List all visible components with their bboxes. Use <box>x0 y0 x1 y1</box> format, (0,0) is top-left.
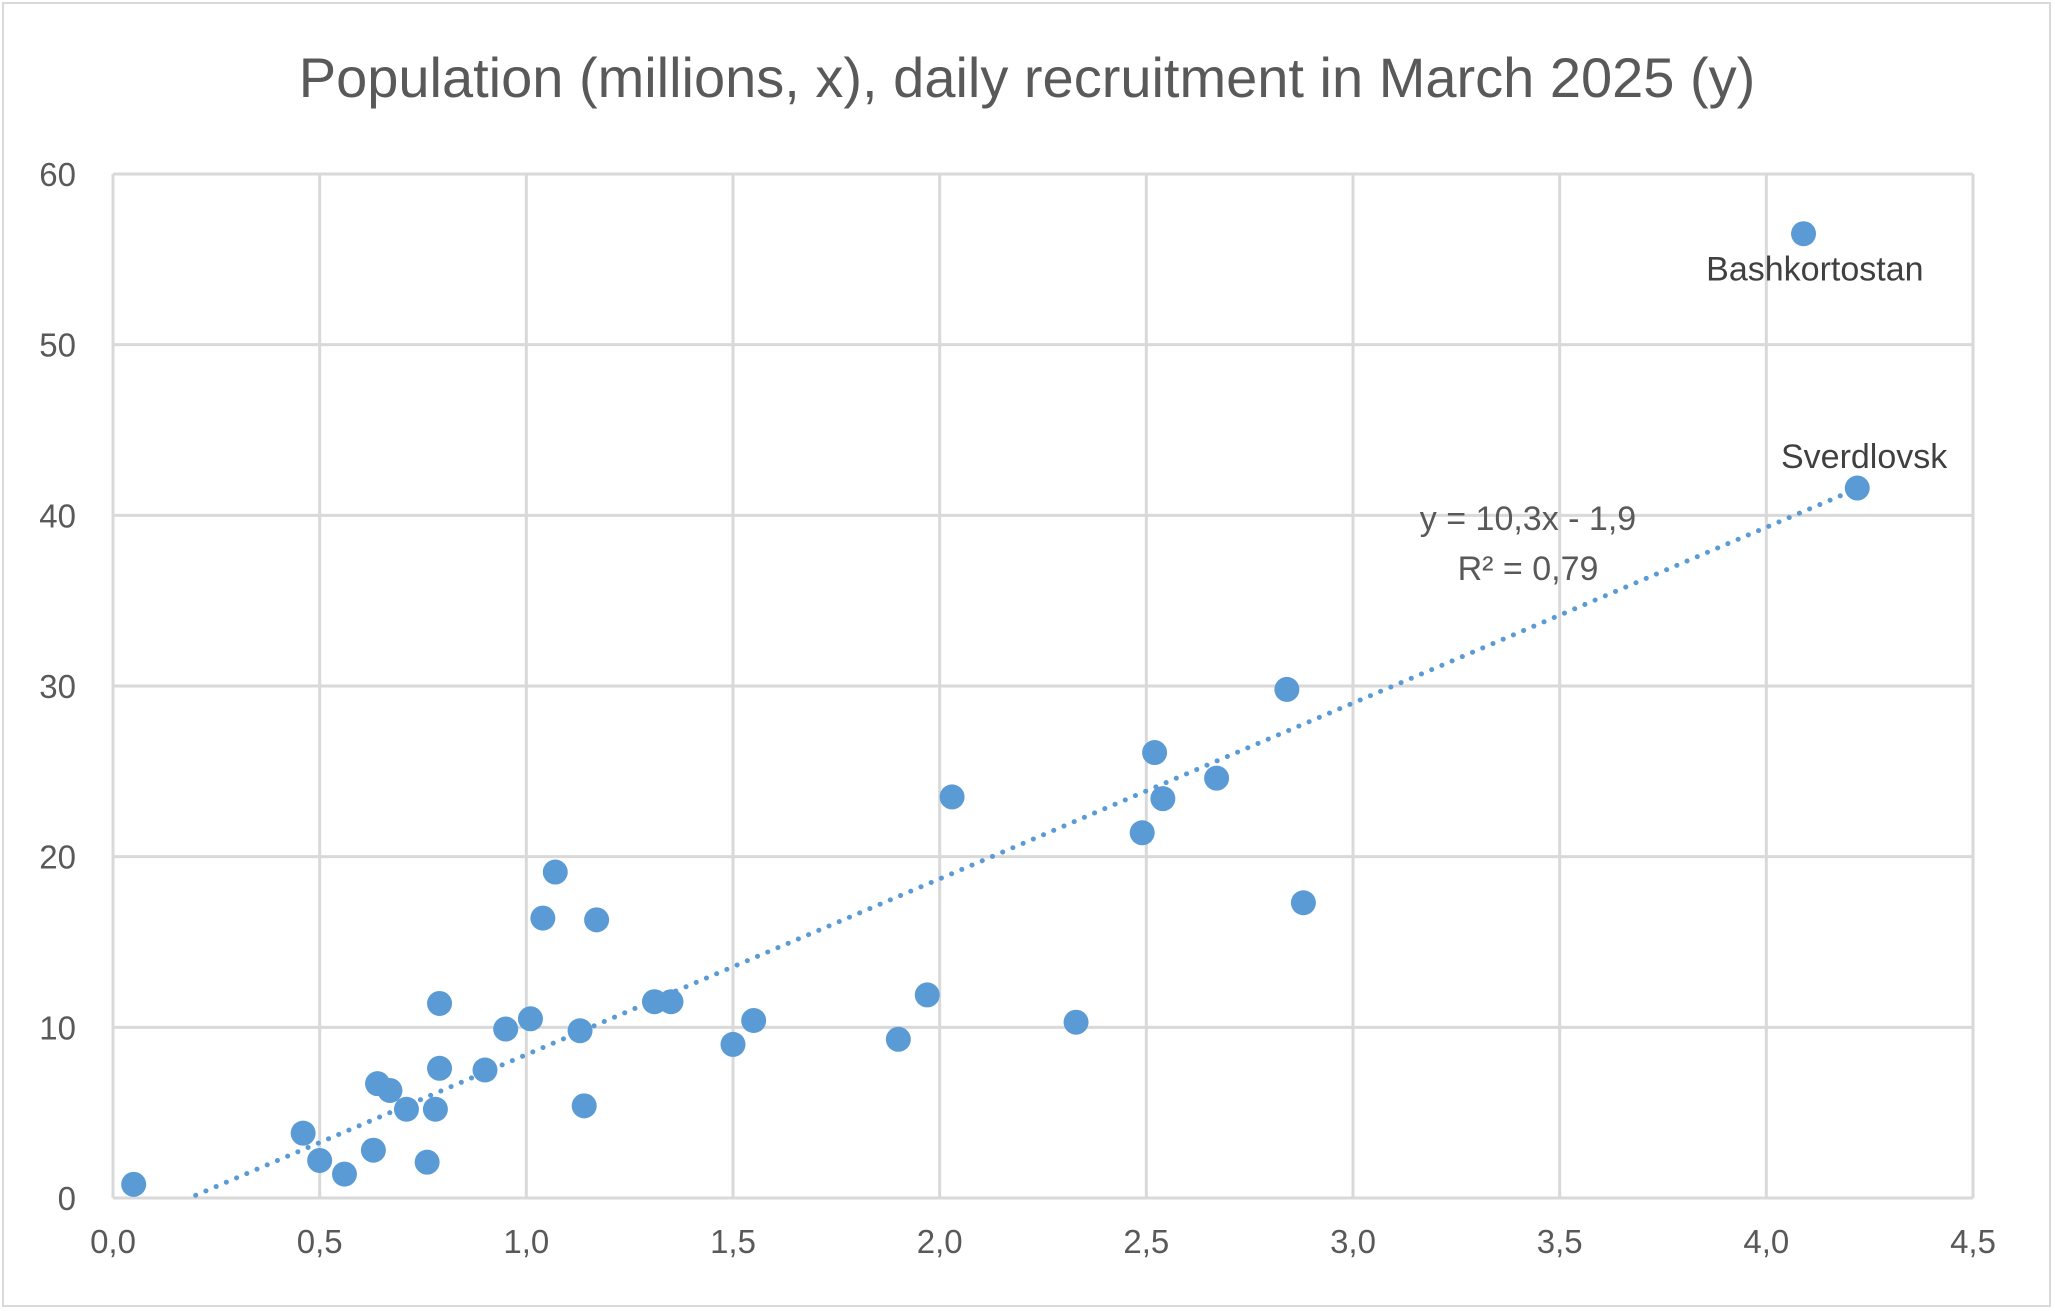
x-axis-ticks: 0,0 0,5 1,0 1,5 2,0 2,5 3,0 3,5 4,0 4,5 <box>90 1223 1996 1260</box>
y-tick-label: 0 <box>58 1180 76 1217</box>
data-point <box>331 1161 357 1187</box>
data-points <box>121 221 1870 1197</box>
data-point <box>414 1149 440 1175</box>
data-point <box>658 989 684 1015</box>
data-point <box>517 1006 543 1032</box>
x-tick-label: 1,0 <box>503 1223 549 1260</box>
data-point <box>393 1096 419 1122</box>
data-point <box>1150 786 1176 812</box>
data-point <box>290 1120 316 1146</box>
x-tick-label: 3,0 <box>1330 1223 1376 1260</box>
y-tick-label: 10 <box>39 1009 76 1046</box>
data-point <box>121 1171 147 1197</box>
grid <box>111 172 1975 1200</box>
chart-title: Population (millions, x), daily recruitm… <box>299 46 1756 109</box>
data-point <box>530 905 556 931</box>
data-point <box>1129 820 1155 846</box>
y-tick-label: 30 <box>39 668 76 705</box>
data-point <box>914 982 940 1008</box>
x-tick-label: 0,0 <box>90 1223 136 1260</box>
data-point <box>427 990 453 1016</box>
x-tick-label: 2,5 <box>1123 1223 1169 1260</box>
data-point <box>939 784 965 810</box>
data-point <box>885 1026 911 1052</box>
point-label: Bashkortostan <box>1706 251 1923 289</box>
data-point <box>422 1096 448 1122</box>
data-point <box>472 1057 498 1083</box>
data-point <box>720 1031 746 1057</box>
data-point <box>1142 740 1168 766</box>
point-label: Sverdlovsk <box>1781 438 1948 476</box>
trendline-equation: y = 10,3x - 1,9 <box>1420 500 1636 538</box>
data-point <box>1791 221 1817 247</box>
trendline <box>193 486 1860 1198</box>
data-point <box>571 1093 597 1119</box>
y-tick-label: 50 <box>39 327 76 364</box>
trendline-r-squared: R² = 0,79 <box>1458 550 1599 588</box>
x-tick-label: 4,5 <box>1950 1223 1996 1260</box>
data-point <box>567 1018 593 1044</box>
y-tick-label: 60 <box>39 156 76 193</box>
data-point <box>1063 1009 1089 1035</box>
data-point <box>1290 890 1316 916</box>
data-point <box>1844 475 1870 501</box>
data-point <box>493 1016 519 1042</box>
data-point <box>584 907 610 933</box>
x-tick-label: 1,5 <box>710 1223 756 1260</box>
data-point <box>741 1008 767 1034</box>
data-point <box>1204 765 1230 791</box>
point-labels: Bashkortostan Sverdlovsk <box>1706 251 1948 476</box>
data-point <box>360 1137 386 1163</box>
data-point <box>1274 676 1300 702</box>
y-tick-label: 40 <box>39 497 76 534</box>
x-tick-label: 3,5 <box>1537 1223 1583 1260</box>
x-tick-label: 2,0 <box>917 1223 963 1260</box>
data-point <box>307 1147 333 1173</box>
data-point <box>427 1055 453 1081</box>
data-point <box>542 859 568 885</box>
y-tick-label: 20 <box>39 839 76 876</box>
y-axis-ticks: 0 10 20 30 40 50 60 <box>39 156 76 1217</box>
x-tick-label: 4,0 <box>1743 1223 1789 1260</box>
data-point <box>377 1077 403 1103</box>
x-tick-label: 0,5 <box>297 1223 343 1260</box>
